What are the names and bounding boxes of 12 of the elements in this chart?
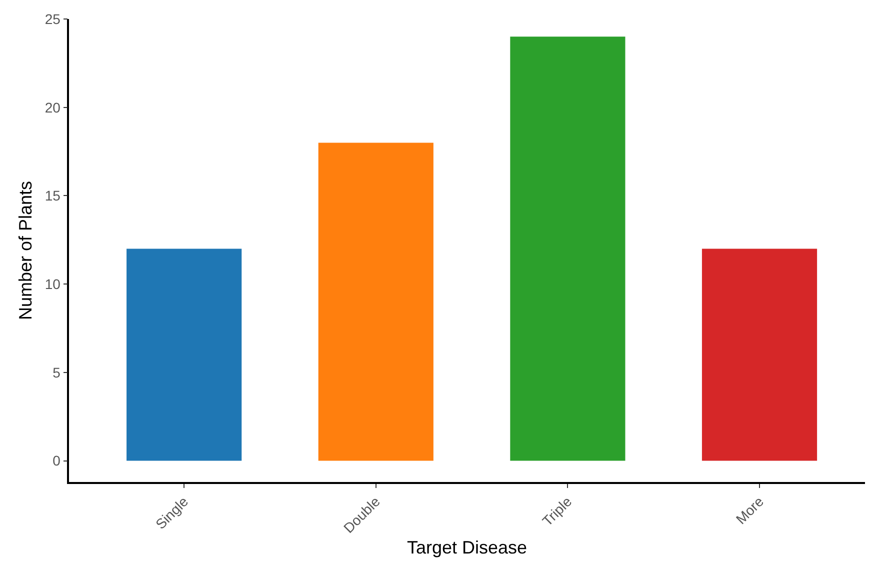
y-tick-label: 20: [44, 99, 61, 116]
bar: [702, 248, 818, 461]
y-axis-title: Number of Plants: [16, 180, 36, 320]
x-axis-title: Target Disease: [406, 538, 528, 558]
bar: [126, 248, 242, 461]
y-tick-label: 0: [52, 452, 61, 469]
y-tick-label: 10: [44, 276, 61, 292]
y-tick-label: 15: [44, 188, 61, 204]
bar: [510, 36, 626, 461]
bar: [318, 142, 434, 461]
y-tick-label: 25: [44, 10, 61, 27]
y-tick-label: 5: [52, 364, 61, 380]
